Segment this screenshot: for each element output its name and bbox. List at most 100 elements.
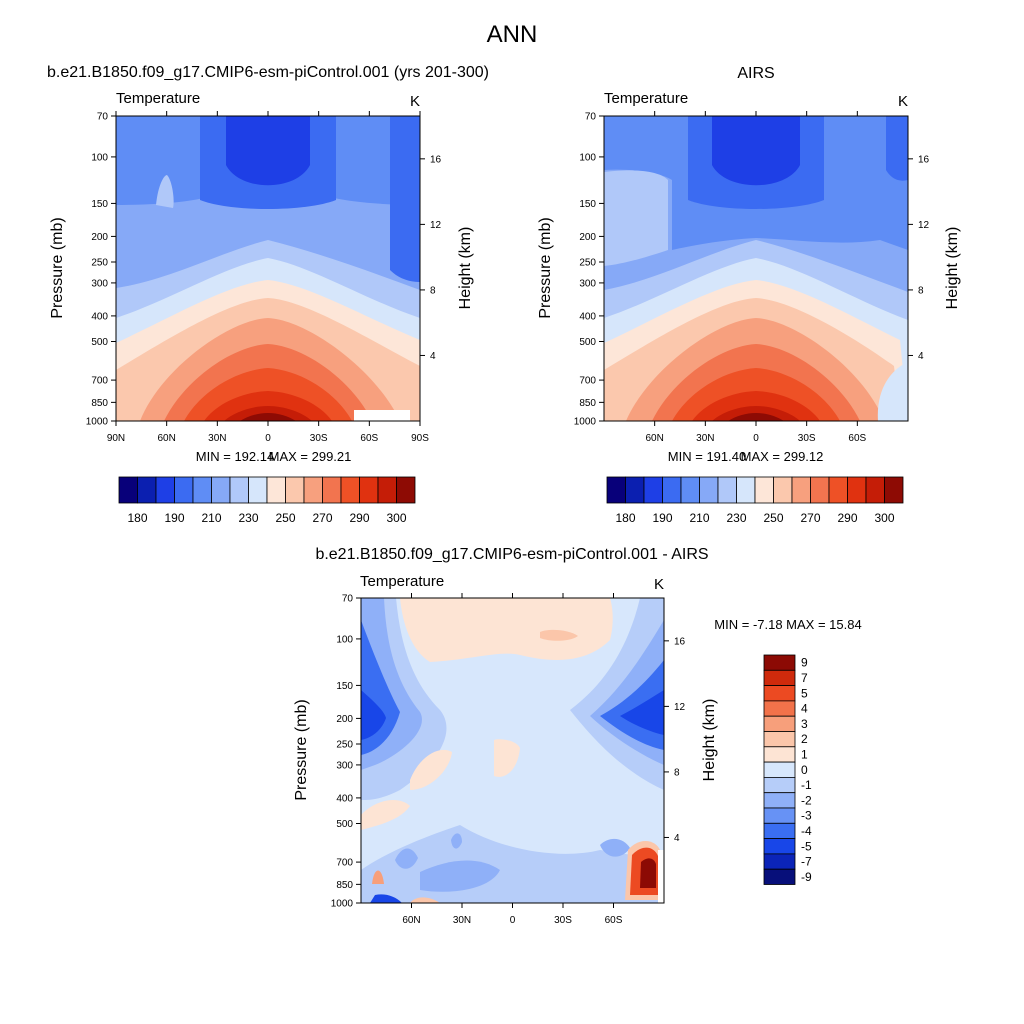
contour-band xyxy=(372,870,384,884)
colorbar-label: -7 xyxy=(801,855,812,869)
y2-axis-label: Height (km) xyxy=(457,227,474,310)
colorbar-label: -2 xyxy=(801,793,812,807)
colorbar-swatch xyxy=(285,476,305,504)
contour-band xyxy=(410,897,440,903)
colorbar-label: 7 xyxy=(801,671,808,685)
y2-axis-label: Height (km) xyxy=(944,227,961,310)
y-tick-label: 700 xyxy=(579,376,596,387)
colorbar-swatch xyxy=(211,476,231,504)
colorbar: 180 190 210 230 250 270 290 300 xyxy=(118,476,416,525)
figure-title: ANN xyxy=(487,21,538,48)
colorbar-label: 190 xyxy=(652,511,672,525)
y-tick-label: 400 xyxy=(579,311,596,322)
y-tick-label: 500 xyxy=(336,819,353,830)
x-tick-label: 30N xyxy=(208,433,226,444)
y-tick-label: 300 xyxy=(579,278,596,289)
colorbar-swatch xyxy=(763,669,796,686)
y2-tick-label: 8 xyxy=(430,285,436,296)
colorbar-swatch xyxy=(847,476,867,504)
units-label: K xyxy=(898,93,908,110)
colorbar-label: 270 xyxy=(312,511,332,525)
contour-band xyxy=(728,413,784,421)
contour-band xyxy=(240,413,296,421)
min-label: MIN = 192.14 xyxy=(196,449,274,464)
minmax-label: MIN = -7.18 MAX = 15.84 xyxy=(714,617,861,632)
y2-tick-label: 4 xyxy=(918,351,924,362)
contour-band xyxy=(395,848,418,869)
y2-tick-label: 12 xyxy=(430,220,442,231)
contour-band xyxy=(390,116,420,282)
colorbar-label: -5 xyxy=(801,839,812,853)
colorbar-swatch xyxy=(266,476,286,504)
contour-band xyxy=(712,116,800,186)
y-tick-label: 1000 xyxy=(331,899,354,910)
colorbar-swatch xyxy=(773,476,793,504)
contour-band xyxy=(600,838,630,857)
colorbar-label: 250 xyxy=(275,511,295,525)
y-tick-label: 250 xyxy=(579,258,596,269)
left-axis: 70 100 150 200 250 300 400 500 700 850 1000 xyxy=(574,112,604,428)
colorbar-swatch xyxy=(763,761,796,778)
x-tick-label: 60N xyxy=(645,433,663,444)
x-tick-label: 90S xyxy=(411,433,429,444)
y-tick-label: 500 xyxy=(579,337,596,348)
colorbar-label: 300 xyxy=(874,511,894,525)
colorbar-swatch xyxy=(828,476,848,504)
y-axis-label: Pressure (mb) xyxy=(49,217,66,318)
y-tick-label: 70 xyxy=(342,594,354,605)
colorbar-swatch xyxy=(763,685,796,702)
x-tick-label: 60S xyxy=(848,433,866,444)
y-tick-label: 70 xyxy=(97,112,109,123)
contour-field xyxy=(361,598,664,903)
y-tick-label: 850 xyxy=(579,398,596,409)
colorbar-swatch xyxy=(754,476,774,504)
panel-title: b.e21.B1850.f09_g17.CMIP6-esm-piControl.… xyxy=(47,64,489,81)
x-tick-label: 60N xyxy=(157,433,175,444)
colorbar-swatch xyxy=(763,807,796,824)
colorbar-swatch xyxy=(303,476,323,504)
x-tick-label: 30S xyxy=(310,433,328,444)
colorbar-swatch xyxy=(791,476,811,504)
colorbar-swatch xyxy=(763,838,796,855)
colorbar-label: 290 xyxy=(837,511,857,525)
colorbar-label: 4 xyxy=(801,702,808,716)
colorbar-label: 250 xyxy=(763,511,783,525)
x-tick-label: 30S xyxy=(554,915,572,926)
colorbar-swatch xyxy=(606,476,626,504)
y-tick-label: 850 xyxy=(91,398,108,409)
colorbar-swatch xyxy=(229,476,249,504)
y2-axis-label: Height (km) xyxy=(701,699,718,782)
colorbar-swatch xyxy=(763,715,796,732)
bottom-axis: 60N 30N 0 30S 60S xyxy=(402,593,623,926)
y-tick-label: 400 xyxy=(336,793,353,804)
colorbar-label: 2 xyxy=(801,732,808,746)
missing-data xyxy=(658,850,664,903)
y-tick-label: 100 xyxy=(579,152,596,163)
field-label: Temperature xyxy=(604,90,688,107)
x-tick-label: 0 xyxy=(265,433,271,444)
colorbar-swatch xyxy=(763,777,796,794)
field-label: Temperature xyxy=(116,90,200,107)
max-label: MAX = 299.21 xyxy=(269,449,352,464)
x-tick-label: 90N xyxy=(107,433,125,444)
right-axis: 4 8 12 16 xyxy=(664,636,686,844)
contour-band xyxy=(156,175,174,208)
y-tick-label: 1000 xyxy=(86,417,109,428)
colorbar-swatch xyxy=(865,476,885,504)
panel-model: b.e21.B1850.f09_g17.CMIP6-esm-piControl.… xyxy=(47,64,489,525)
colorbar-swatch xyxy=(763,700,796,717)
y-tick-label: 150 xyxy=(91,199,108,210)
colorbar-swatch xyxy=(192,476,212,504)
colorbar-swatch xyxy=(763,746,796,763)
colorbar-swatch xyxy=(717,476,737,504)
left-axis: 70 100 150 200 250 300 400 500 700 850 1000 xyxy=(86,112,116,428)
y2-tick-label: 16 xyxy=(674,636,686,647)
colorbar-label: 180 xyxy=(127,511,147,525)
y2-tick-label: 8 xyxy=(918,285,924,296)
x-tick-label: 0 xyxy=(510,915,516,926)
colorbar-swatch xyxy=(763,853,796,870)
y2-tick-label: 12 xyxy=(674,702,686,713)
contour-band xyxy=(400,598,613,662)
colorbar-swatch xyxy=(763,792,796,809)
